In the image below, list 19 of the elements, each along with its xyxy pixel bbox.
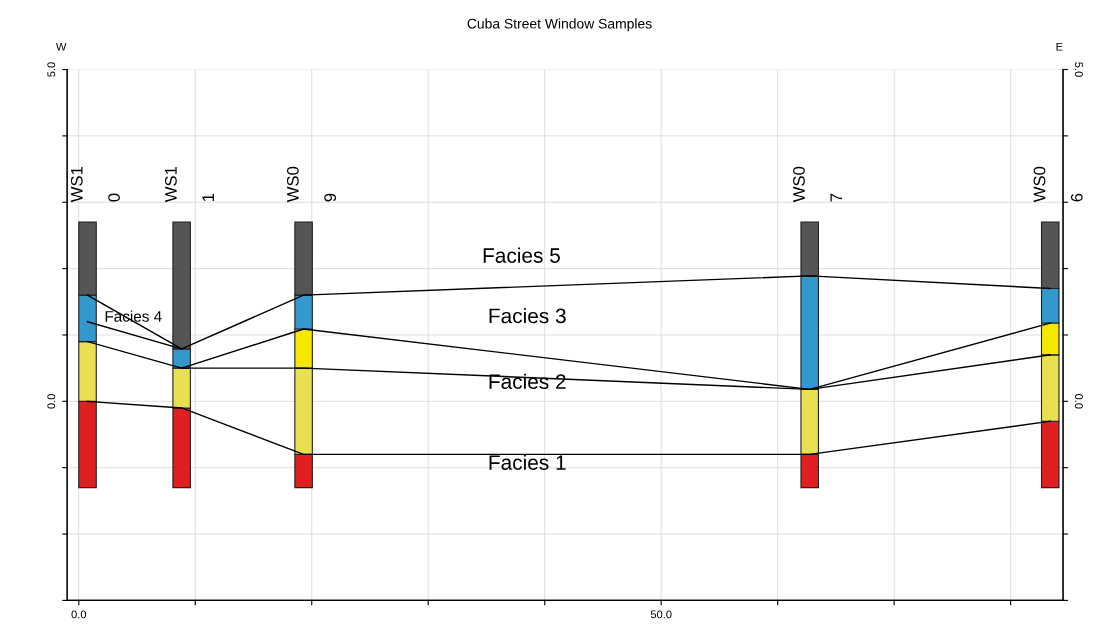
- annotation: Facies 5: [483, 247, 560, 263]
- annotation: 0: [108, 193, 120, 202]
- annotation: Facies 1: [489, 454, 566, 470]
- annotation: 9: [324, 193, 337, 202]
- text: W: [56, 42, 67, 51]
- annotation: 1: [202, 193, 214, 201]
- y2-tick-label: 5.0: [1074, 62, 1083, 77]
- annotation: WS1: [164, 166, 177, 203]
- chart-title: Cuba Street Window Samples: [467, 18, 652, 32]
- annotation: WS0: [286, 166, 299, 203]
- y2-tick-label: 0.0: [1074, 394, 1083, 409]
- text: E: [1056, 42, 1063, 51]
- x-tick-label: 50.0: [650, 610, 672, 619]
- annotation: WS0: [1033, 166, 1046, 203]
- annotation: 7: [830, 193, 842, 202]
- text: 6: [1070, 193, 1083, 202]
- annotation: Facies 3: [489, 308, 566, 324]
- annotation: WS1: [70, 166, 83, 203]
- annotation: WS0: [793, 166, 805, 203]
